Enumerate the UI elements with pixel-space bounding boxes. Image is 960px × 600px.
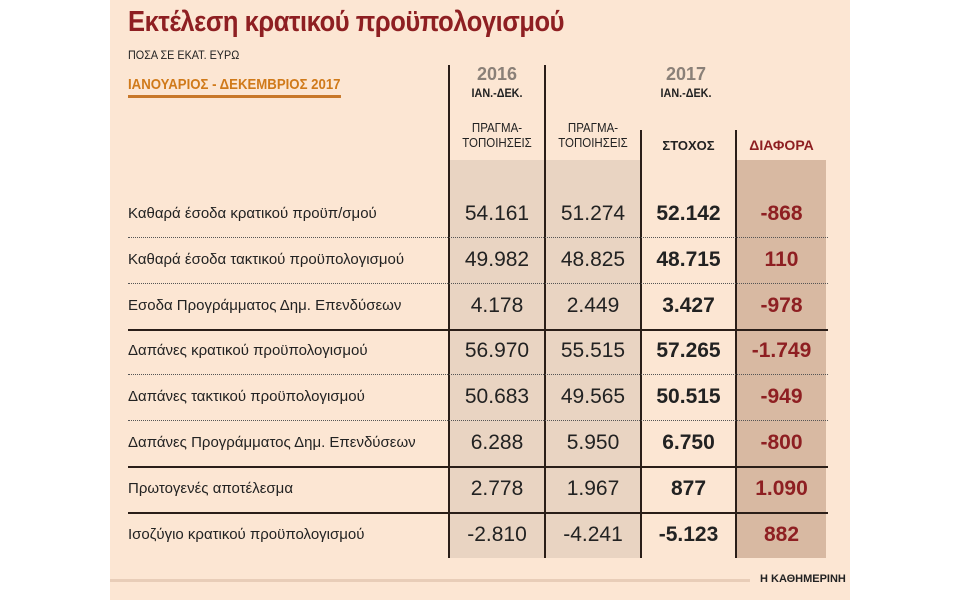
row-separator [128,282,828,284]
period-label: ΙΑΝΟΥΑΡΙΟΣ - ΔΕΚΕΜΒΡΙΟΣ 2017 [128,76,341,98]
year-2016: 2016 [476,64,518,84]
infographic-panel: Εκτέλεση κρατικού προϋπολογισμού ΠΟΣΑ ΣΕ… [110,0,850,600]
value-difference: 1.090 [755,476,808,500]
table-row: Καθαρά έσοδα κρατικού προϋπ/σμού 54.161 51… [110,192,826,238]
value-2016-actual: 56.970 [464,339,530,363]
shade-2017-actual [545,160,640,558]
divider [544,65,546,558]
year-2017-period: ΙΑΝ.-ΔΕΚ. [660,86,712,100]
col-header-diff: ΔΙΑΦΟΡΑ [749,137,814,153]
row-label: Πρωτογενές αποτέλεσμα [128,479,293,497]
value-2017-target: 52.142 [656,202,721,225]
publisher-credit: Η ΚΑΘΗΜΕΡΙΝΗ [760,573,846,585]
row-separator [128,466,828,468]
row-label: Ισοζύγιο κρατικού προϋπολογισμού [128,525,365,543]
col-header-actual-2017: ΠΡΑΓΜΑ- ΤΟΠΟΙΗΣΕΙΣ [558,121,628,150]
value-difference: -978 [760,293,803,317]
year-2017: 2017 [665,64,707,84]
value-2017-actual: 1.967 [566,476,620,500]
row-separator [128,420,828,422]
value-2017-actual: 49.565 [560,385,626,409]
year-2016-period: ΙΑΝ.-ΔΕΚ. [471,86,523,100]
row-label: Δαπάνες κρατικού προϋπολογισμού [128,342,368,360]
value-difference: 882 [763,522,800,546]
value-2016-actual: -2.810 [467,522,527,546]
value-2017-target: -5.123 [658,522,719,546]
value-2016-actual: 50.683 [464,385,530,409]
row-separator [128,237,828,238]
value-difference: -1.749 [751,339,812,363]
table-row: Πρωτογενές αποτέλεσμα 2.778 1.967 877 1.090 [110,467,826,513]
table-row: Καθαρά έσοδα τακτικού προϋπολογισμού 49.9… [110,238,826,284]
value-2017-actual: 55.515 [560,339,626,363]
units-subtitle: ΠΟΣΑ ΣΕ ΕΚΑΤ. ΕΥΡΩ [128,48,240,62]
divider [640,130,642,558]
value-2016-actual: 49.982 [464,247,530,271]
shade-2016 [449,160,545,558]
table-row: Εσοδα Προγράμματος Δημ. Επενδύσεων 4.178 2… [110,284,826,330]
table-row: Δαπάνες κρατικού προϋπολογισμού 56.970 55.… [110,329,826,375]
value-2017-target: 57.265 [656,339,721,363]
row-separator [128,374,828,376]
row-label: Καθαρά έσοδα τακτικού προϋπολογισμού [128,250,405,268]
table-row: Δαπάνες τακτικού προϋπολογισμού 50.683 49.… [110,375,826,421]
value-difference: 110 [764,247,799,271]
value-2017-actual: 51.274 [560,202,626,225]
value-2016-actual: 2.778 [470,476,524,500]
value-2016-actual: 6.288 [470,431,524,454]
value-2017-target: 6.750 [662,431,715,454]
row-separator [128,511,828,514]
footer-line [110,579,750,582]
row-separator [128,328,828,331]
value-difference: -800 [760,431,803,454]
page-title: Εκτέλεση κρατικού προϋπολογισμού [128,6,565,38]
value-difference: -868 [760,202,803,225]
row-label: Δαπάνες τακτικού προϋπολογισμού [128,388,365,406]
divider [448,65,450,558]
table-row: Ισοζύγιο κρατικού προϋπολογισμού -2.810 -4… [110,513,826,559]
value-2016-actual: 54.161 [464,202,530,225]
divider [735,130,737,558]
value-2017-actual: -4.241 [563,522,623,546]
value-2017-target: 48.715 [656,247,721,271]
value-2017-target: 877 [670,476,707,500]
value-2017-actual: 5.950 [566,431,620,454]
shade-diff [736,160,826,558]
row-label: Δαπάνες Προγράμματος Δημ. Επενδύσεων [128,434,416,451]
row-label: Εσοδα Προγράμματος Δημ. Επενδύσεων [128,296,402,314]
col-header-actual-2016: ΠΡΑΓΜΑ- ΤΟΠΟΙΗΣΕΙΣ [462,121,532,150]
value-2016-actual: 4.178 [470,293,524,317]
value-2017-actual: 48.825 [560,247,626,271]
value-difference: -949 [760,385,803,409]
col-header-target: ΣΤΟΧΟΣ [662,138,715,153]
table-row: Δαπάνες Προγράμματος Δημ. Επενδύσεων 6.28… [110,421,826,467]
row-label: Καθαρά έσοδα κρατικού προϋπ/σμού [128,205,377,222]
value-2017-target: 50.515 [656,385,721,409]
value-2017-actual: 2.449 [566,293,620,317]
value-2017-target: 3.427 [662,293,715,317]
